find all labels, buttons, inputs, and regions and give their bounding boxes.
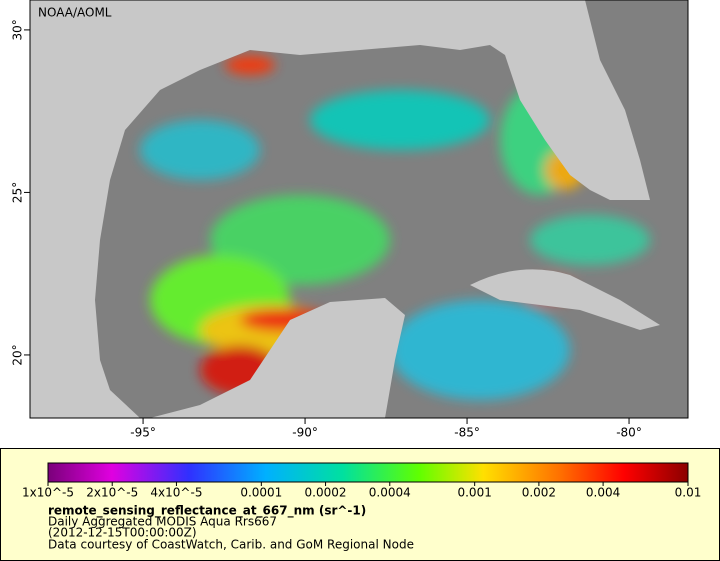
legend-variable: remote_sensing_reflectance_at_667_nm (sr…	[48, 504, 366, 519]
y-tick-label: 25°	[11, 182, 25, 203]
colorbar-tick-label: 0.0004	[369, 486, 411, 500]
land-north	[30, 0, 650, 418]
y-tick-label: 30°	[11, 19, 25, 40]
colorbar-tick-label: 4x10^-5	[150, 486, 202, 500]
map-label: NOAA/AOML	[38, 6, 112, 20]
colorbar-tick-label: 2x10^-5	[86, 486, 138, 500]
land-cuba	[470, 269, 660, 330]
x-tick-label: -95°	[130, 426, 156, 440]
colorbar-tick-label: 0.0001	[240, 486, 282, 500]
map-area: NOAA/AOML	[30, 0, 688, 418]
legend-credit: Data courtesy of CoastWatch, Carib. and …	[48, 538, 414, 552]
y-tick-label: 20°	[11, 344, 25, 365]
colorbar-tick-label: 0.01	[675, 486, 702, 500]
legend-dataset: Daily Aggregated MODIS Aqua Rrs667	[48, 515, 277, 529]
colorbar-tick-label: 0.002	[522, 486, 556, 500]
x-tick-label: -85°	[454, 426, 480, 440]
colorbar-tick-label: 0.0002	[305, 486, 347, 500]
colorbar-tick-label: 0.004	[586, 486, 620, 500]
land-yucatan	[150, 298, 405, 418]
colorbar	[47, 462, 689, 483]
colorbar-tick-label: 1x10^-5	[22, 486, 74, 500]
map-frame	[29, 0, 689, 419]
colorbar-tick-label: 0.001	[457, 486, 491, 500]
legend-time: (2012-12-15T00:00:00Z)	[48, 526, 197, 540]
x-tick-label: -80°	[616, 426, 642, 440]
x-tick-label: -90°	[292, 426, 318, 440]
